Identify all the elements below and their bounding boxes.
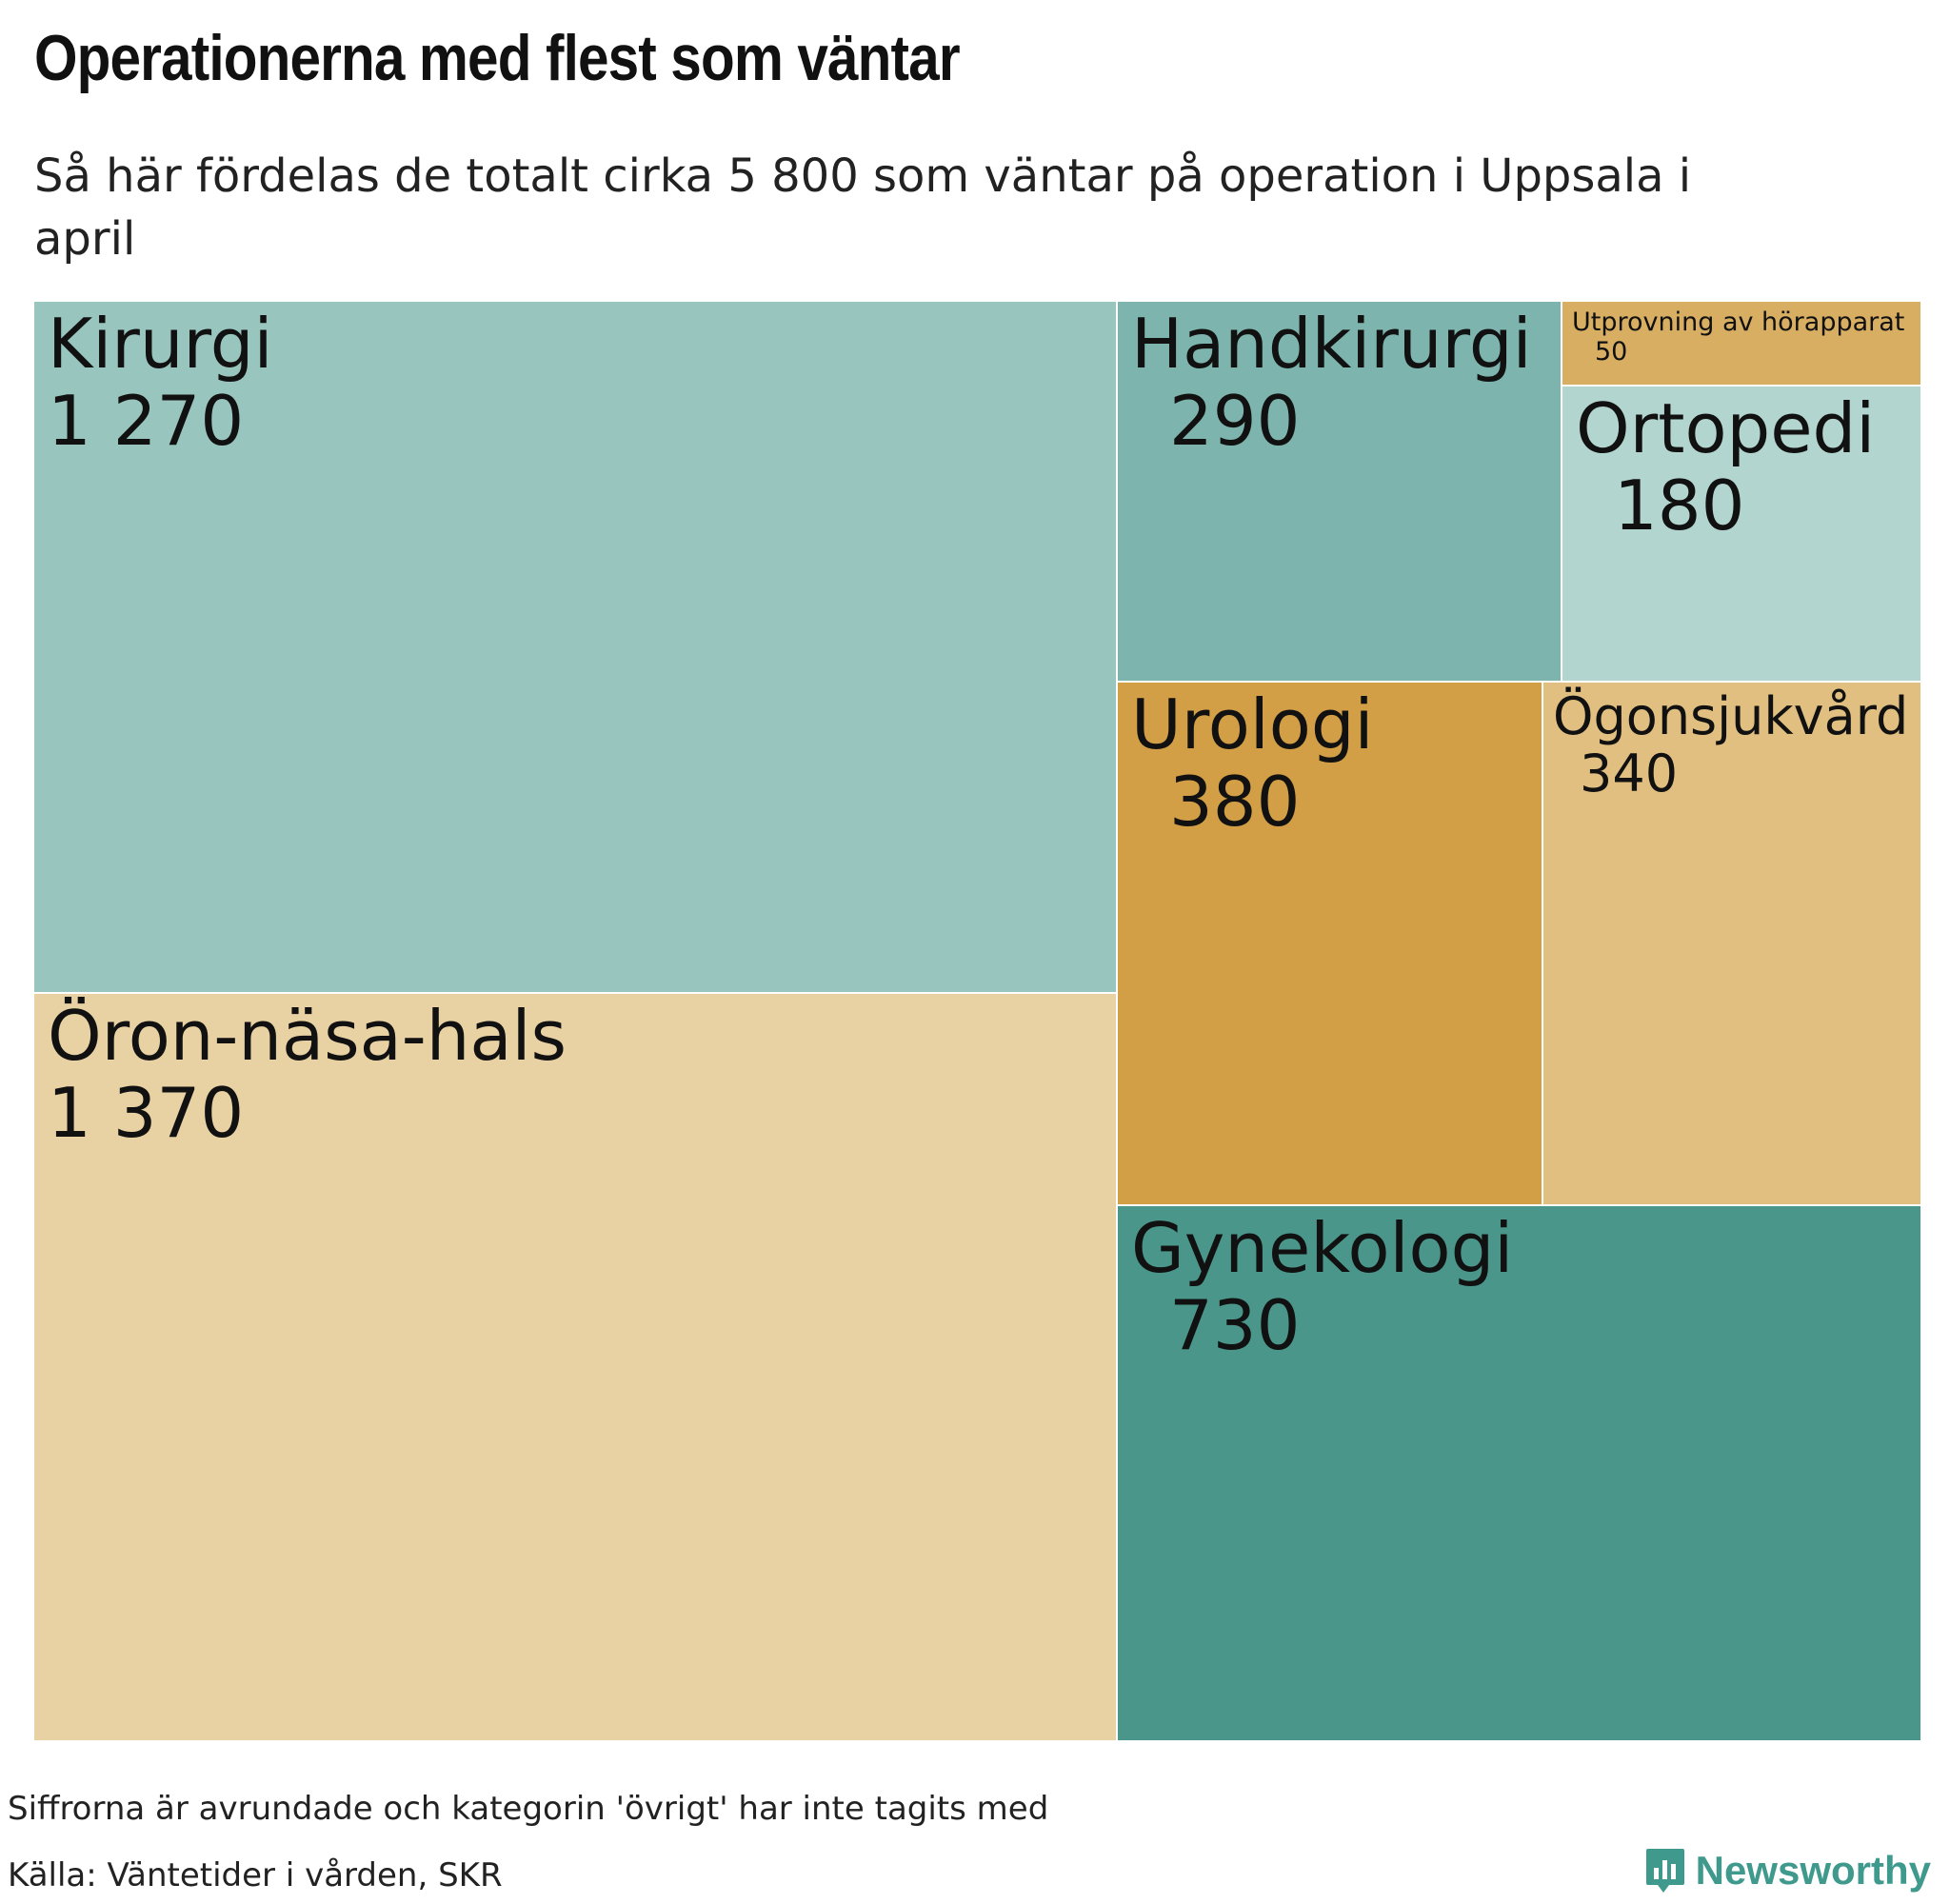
tile-label: Handkirurgi bbox=[1131, 304, 1532, 384]
tile-label: Urologi bbox=[1131, 684, 1374, 764]
tile-value: 730 bbox=[1169, 1284, 1301, 1365]
treemap-tile-handkirurgi: Handkirurgi 290 bbox=[1117, 301, 1562, 682]
treemap: Kirurgi 1 270 Öron-näsa-hals 1 370 Handkirur… bbox=[33, 301, 1921, 1741]
tile-value: 1 370 bbox=[48, 1072, 245, 1153]
treemap-tile-utprovning-av-horapparat: Utprovning av hörapparat 50 bbox=[1562, 301, 1921, 386]
tile-label: Kirurgi bbox=[48, 304, 273, 384]
newsworthy-logo: Newsworthy bbox=[1644, 1847, 1931, 1894]
treemap-tile-oron-nasa-hals: Öron-näsa-hals 1 370 bbox=[33, 993, 1117, 1741]
tile-value: 180 bbox=[1614, 465, 1745, 545]
chart-title: Operationerna med flest som väntar bbox=[34, 22, 961, 94]
treemap-tile-kirurgi: Kirurgi 1 270 bbox=[33, 301, 1117, 993]
tile-label: Öron-näsa-hals bbox=[48, 996, 567, 1076]
treemap-tile-urologi: Urologi 380 bbox=[1117, 682, 1542, 1205]
tile-label: Utprovning av hörapparat bbox=[1572, 307, 1905, 337]
chart-subtitle: Så här fördelas de totalt cirka 5 800 so… bbox=[34, 149, 1692, 266]
tile-value: 50 bbox=[1595, 337, 1628, 367]
tile-value: 380 bbox=[1169, 761, 1301, 842]
treemap-tile-gynekologi: Gynekologi 730 bbox=[1117, 1205, 1921, 1741]
newsworthy-logo-text: Newsworthy bbox=[1695, 1848, 1931, 1893]
footnote: Siffrorna är avrundade och kategorin 'öv… bbox=[8, 1790, 1049, 1828]
tile-label: Ögonsjukvård bbox=[1553, 686, 1909, 746]
tile-label: Gynekologi bbox=[1131, 1208, 1514, 1288]
tile-label: Ortopedi bbox=[1576, 388, 1876, 468]
tile-value: 1 270 bbox=[48, 380, 245, 461]
tile-value: 340 bbox=[1580, 744, 1679, 804]
treemap-tile-ortopedi: Ortopedi 180 bbox=[1562, 386, 1921, 682]
treemap-tile-ogonsjukvard: Ögonsjukvård 340 bbox=[1542, 682, 1921, 1205]
tile-value: 290 bbox=[1169, 380, 1301, 461]
source-note: Källa: Väntetider i vården, SKR bbox=[8, 1856, 503, 1894]
newsworthy-logo-icon bbox=[1645, 1849, 1684, 1893]
